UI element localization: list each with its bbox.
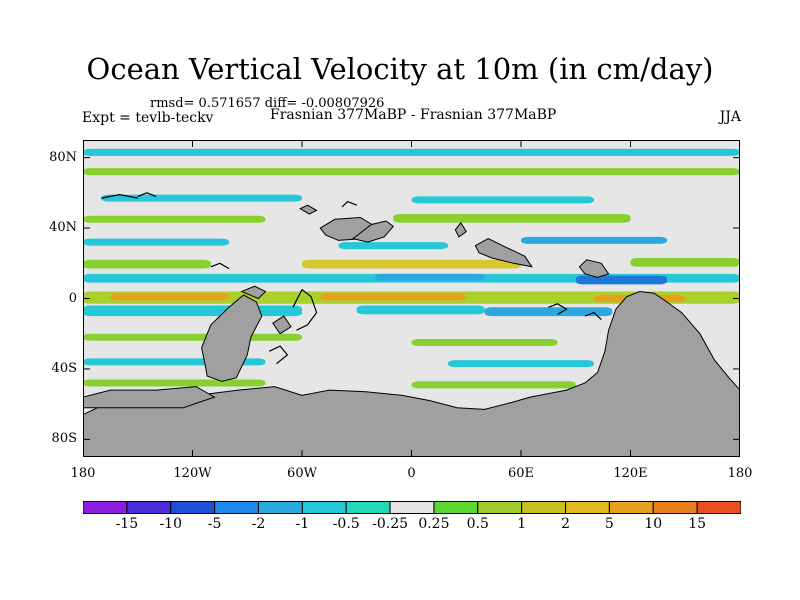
velocity-field-band xyxy=(302,259,521,269)
lon-tick-label: 120W xyxy=(173,466,212,481)
coastline-segment xyxy=(137,192,157,197)
colorbar-box xyxy=(83,501,128,514)
lat-tick-label: 40S xyxy=(51,360,77,376)
colorbar-label: 0.25 xyxy=(418,516,450,532)
colorbar-label: -0.5 xyxy=(332,516,360,532)
colorbar-box xyxy=(521,501,567,514)
velocity-field-band xyxy=(356,305,485,315)
stats-line: rmsd= 0.571657 diff= -0.00807926 xyxy=(150,96,385,111)
land-south-america-gondwana xyxy=(201,294,263,382)
land-north-island-c xyxy=(299,204,318,215)
coastline-segment xyxy=(341,200,358,208)
colorbar-label: -0.25 xyxy=(372,516,409,532)
coastline-segment xyxy=(268,345,289,365)
lat-tick-label: 40N xyxy=(49,220,77,236)
colorbar-box xyxy=(126,501,172,514)
colorbar-box xyxy=(301,501,347,514)
velocity-field-band xyxy=(338,242,448,250)
colorbar-box xyxy=(389,501,435,514)
velocity-field-band xyxy=(375,273,485,281)
colorbar-label: -2 xyxy=(251,516,266,532)
velocity-field-band xyxy=(83,168,740,176)
velocity-field-band xyxy=(448,360,594,368)
velocity-field-band xyxy=(411,339,558,347)
velocity-field-band xyxy=(411,196,594,204)
land-south-gondwana-landmass xyxy=(83,290,740,457)
colorbar-box xyxy=(170,501,216,514)
plot-title: Ocean Vertical Velocity at 10m (in cm/da… xyxy=(86,52,714,86)
land-equatorial-island-b xyxy=(272,315,292,335)
colorbar-box xyxy=(652,501,698,514)
velocity-field-band xyxy=(320,293,467,301)
colorbar-box xyxy=(345,501,391,514)
colorbar-label: 5 xyxy=(604,516,614,532)
coastline-segment xyxy=(584,311,602,321)
land-north-island-e xyxy=(474,238,533,268)
velocity-field-band xyxy=(630,257,740,267)
lon-tick-label: 60E xyxy=(507,466,535,481)
colorbar-label: -1 xyxy=(295,516,310,532)
lon-tick-label: 0 xyxy=(407,466,416,481)
velocity-field-band xyxy=(83,305,302,317)
velocity-field-band xyxy=(83,148,740,156)
lat-tick-label: 0 xyxy=(68,290,77,306)
lon-tick-label: 180 xyxy=(70,466,96,481)
center-subtitle: Frasnian 377MaBP - Frasnian 377MaBP xyxy=(270,107,557,123)
colorbar-box xyxy=(608,501,654,514)
velocity-field-band xyxy=(521,236,667,244)
season-label: JJA xyxy=(719,109,741,125)
colorbar-box xyxy=(565,501,610,514)
velocity-field-band xyxy=(101,194,302,202)
colorbar-label: -10 xyxy=(159,516,182,532)
colorbar-label: 15 xyxy=(688,516,707,532)
coastline-segment xyxy=(101,193,138,199)
velocity-field-band xyxy=(83,215,266,223)
colorbar-box xyxy=(257,501,303,514)
velocity-field-band xyxy=(575,275,667,285)
lon-tick-label: 120E xyxy=(613,466,648,481)
coastline-segment xyxy=(292,288,318,331)
lat-tick-label: 80N xyxy=(49,149,77,165)
velocity-field-band xyxy=(83,238,229,246)
colorbar-box xyxy=(477,501,523,514)
lon-tick-label: 180 xyxy=(727,466,753,481)
velocity-field-band xyxy=(393,213,631,223)
lat-tick-label: 80S xyxy=(51,431,77,447)
colorbar-label: 0.5 xyxy=(466,516,489,532)
colorbar-label: -15 xyxy=(115,516,139,532)
land-north-island-f xyxy=(578,259,610,278)
colorbar-box xyxy=(696,501,741,514)
velocity-field-band xyxy=(484,307,613,317)
velocity-field-band xyxy=(83,259,211,269)
colorbar-box xyxy=(214,501,259,514)
colorbar xyxy=(83,501,741,514)
map-ticks xyxy=(83,140,740,457)
velocity-field-band xyxy=(83,333,302,341)
colorbar-box xyxy=(433,501,479,514)
colorbar-label: 10 xyxy=(644,516,663,532)
velocity-field-band xyxy=(411,381,576,389)
map-content xyxy=(83,140,740,457)
lon-tick-label: 60W xyxy=(287,466,317,481)
colorbar-label: -5 xyxy=(207,516,222,532)
land-north-island-b xyxy=(351,220,395,243)
map-frame xyxy=(83,140,740,457)
coastline-segment xyxy=(210,262,230,270)
colorbar-label: 1 xyxy=(517,516,527,532)
colorbar-label: 2 xyxy=(561,516,570,532)
velocity-field-band xyxy=(83,379,266,387)
land-sw-landmass xyxy=(83,386,216,409)
map-plot xyxy=(83,140,740,457)
coastline-segment xyxy=(548,303,568,315)
land-north-island-d xyxy=(454,221,467,238)
velocity-field-band xyxy=(110,293,229,301)
land-equatorial-island-a xyxy=(240,285,267,300)
left-subtitle: Expt = tevlb-teckv xyxy=(82,110,214,126)
